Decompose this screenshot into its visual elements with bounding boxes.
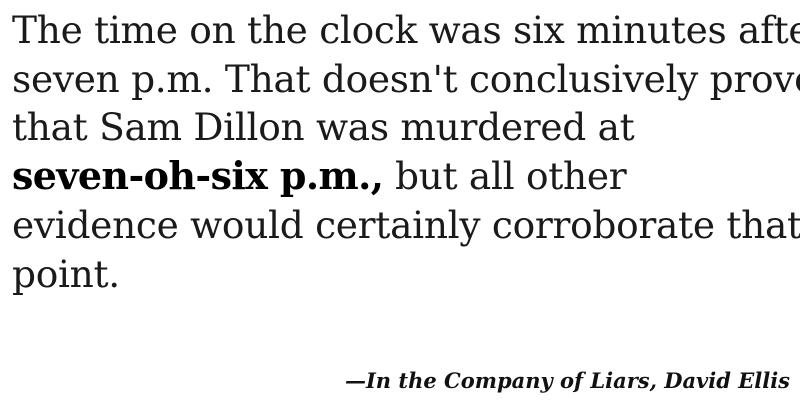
attribution: —In the Company of Liars, David Ellis	[344, 368, 790, 393]
quote-line-emphasis-row: seven-oh-six p.m., but all other	[12, 152, 792, 201]
quote-line: that Sam Dillon was murdered at	[12, 105, 635, 150]
quote-line: The time on the clock was six minutes af…	[12, 8, 800, 52]
quote-after-emphasis: but all other	[383, 154, 627, 199]
quote-line: evidence would certainly corroborate tha…	[12, 202, 800, 247]
quote-line: seven p.m. That doesn't conclusively pro…	[12, 56, 800, 101]
quote-text: The time on the clock was six minutes af…	[12, 6, 800, 298]
quote-line: point.	[12, 251, 120, 296]
quote-emphasis: seven-oh-six p.m.,	[12, 153, 384, 199]
